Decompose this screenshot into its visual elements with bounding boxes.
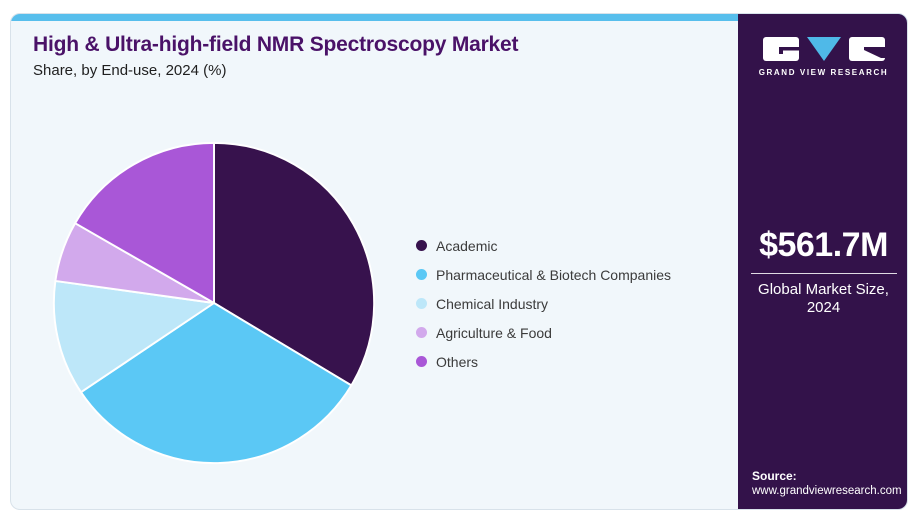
legend-dot-icon (416, 240, 427, 251)
legend-item-agriculture: Agriculture & Food (416, 324, 671, 341)
market-size-caption: Global Market Size, 2024 (758, 281, 889, 316)
legend-item-pharmaceutical: Pharmaceutical & Biotech Companies (416, 266, 671, 283)
pie-slice-4 (74, 141, 215, 304)
legend-label: Others (436, 353, 479, 370)
chart-legend: Academic Pharmaceutical & Biotech Compan… (416, 237, 671, 382)
gvr-logo-icon (762, 37, 885, 61)
legend-item-chemical: Chemical Industry (416, 295, 671, 312)
pie-slice-2 (52, 279, 215, 394)
market-size-block: $561.7M Global Market Size, 2024 (738, 226, 907, 317)
infographic-card: High & Ultra-high-field NMR Spectroscopy… (10, 13, 908, 510)
market-size-value: $561.7M (759, 226, 888, 264)
header: High & Ultra-high-field NMR Spectroscopy… (33, 33, 519, 79)
legend-item-others: Others (416, 353, 671, 370)
brand-sidebar: GRAND VIEW RESEARCH $561.7M Global Marke… (738, 14, 907, 509)
pie-chart-container (49, 138, 379, 468)
source-url-link[interactable]: www.grandviewresearch.com (752, 485, 902, 497)
gvr-logo: GRAND VIEW RESEARCH (738, 36, 907, 77)
market-size-divider (750, 273, 897, 274)
legend-dot-icon (416, 269, 427, 280)
page-title: High & Ultra-high-field NMR Spectroscopy… (33, 33, 519, 56)
gvr-logo-wordmark: GRAND VIEW RESEARCH (758, 68, 889, 77)
card-accent-strip (11, 14, 907, 21)
legend-label: Agriculture & Food (436, 324, 552, 341)
legend-label: Pharmaceutical & Biotech Companies (436, 266, 672, 283)
legend-dot-icon (416, 356, 427, 367)
legend-dot-icon (416, 327, 427, 338)
page-subtitle: Share, by End-use, 2024 (%) (33, 62, 227, 79)
pie-chart (52, 141, 376, 465)
pie-slice-0 (213, 141, 376, 387)
source-label: Source: (752, 469, 797, 483)
legend-dot-icon (416, 298, 427, 309)
legend-label: Academic (436, 237, 498, 254)
pie-slice-1 (80, 302, 353, 465)
source-block: Source: www.grandviewresearch.com (752, 469, 902, 497)
legend-item-academic: Academic (416, 237, 671, 254)
legend-label: Chemical Industry (436, 295, 549, 312)
